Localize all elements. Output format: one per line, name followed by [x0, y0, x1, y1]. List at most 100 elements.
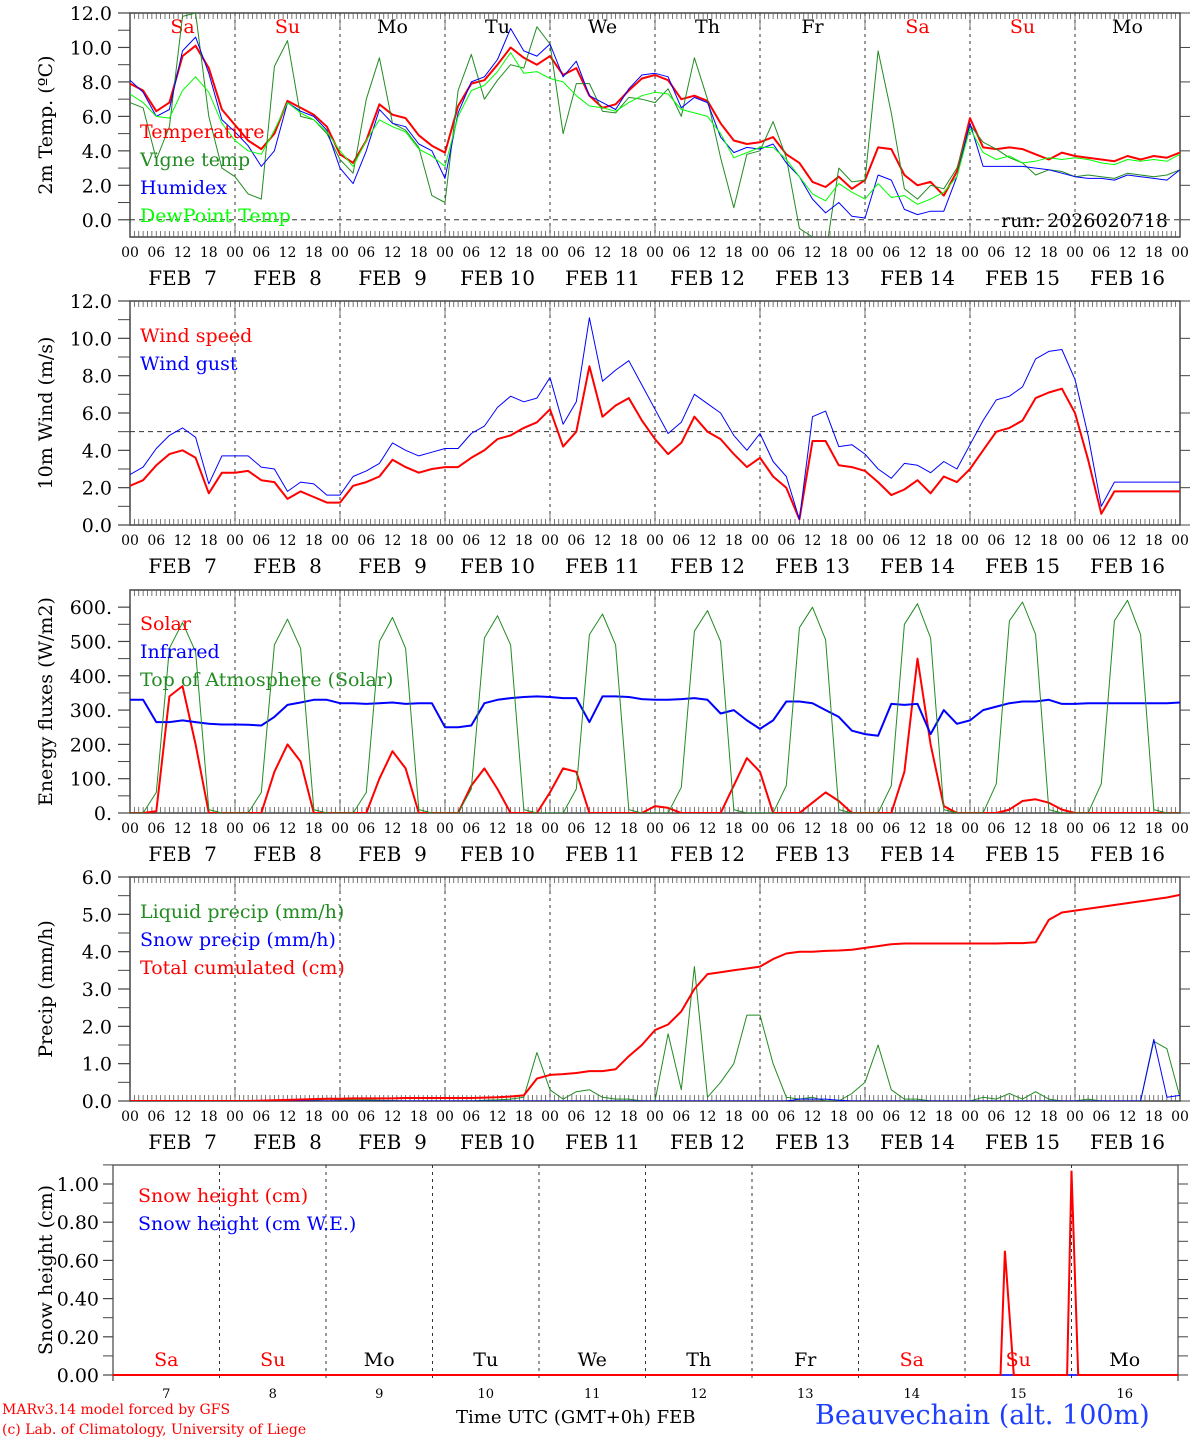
y-tick-label: 2.0 [82, 1016, 112, 1038]
y-tick-label: 3.0 [82, 979, 112, 1001]
day-of-week-label: We [578, 1349, 607, 1371]
x-hour-label: 00 [1171, 245, 1189, 261]
y-tick-label: 4.0 [82, 141, 112, 163]
y-tick-label: 0.60 [57, 1250, 99, 1272]
day-of-week-label: Fr [801, 16, 824, 38]
x-hour-label: 12 [594, 245, 612, 261]
x-hour-label: 18 [305, 821, 323, 837]
x-date-label: FEB 11 [565, 1130, 640, 1154]
x-date-label: FEB 15 [985, 1130, 1060, 1154]
day-of-week-label: Sa [154, 1349, 178, 1371]
x-hour-label: 12 [1119, 533, 1137, 549]
x-hour-label: 18 [725, 821, 743, 837]
x-hour-label: 06 [1092, 821, 1110, 837]
x-hour-label: 12 [279, 245, 297, 261]
x-hour-label: 06 [882, 821, 900, 837]
y-tick-label: 300. [70, 700, 112, 722]
x-date-label: FEB 7 [148, 842, 217, 866]
x-hour-label: 06 [1092, 245, 1110, 261]
x-hour-label: 18 [1040, 533, 1058, 549]
y-axis-label: 2m Temp. (ºC) [35, 55, 57, 194]
day-number-label: 14 [903, 1387, 920, 1402]
day-of-week-label: Sa [900, 1349, 924, 1371]
x-hour-label: 12 [594, 533, 612, 549]
x-hour-label: 18 [620, 245, 638, 261]
x-hour-label: 12 [174, 533, 192, 549]
x-hour-label: 18 [935, 533, 953, 549]
x-hour-label: 06 [357, 533, 375, 549]
x-date-label: FEB 11 [565, 554, 640, 578]
x-date-label: FEB 8 [253, 266, 322, 290]
y-tick-label: 12.0 [70, 3, 112, 25]
y-axis-label: 10m Wind (m/s) [35, 337, 57, 490]
x-hour-label: 12 [804, 533, 822, 549]
x-hour-label: 18 [305, 1109, 323, 1125]
legend-entry: Solar [140, 613, 192, 635]
x-hour-label: 18 [620, 533, 638, 549]
y-tick-label: 400. [70, 666, 112, 688]
x-axis-title: Time UTC (GMT+0h) FEB [456, 1407, 696, 1428]
day-number-label: 11 [584, 1387, 601, 1402]
legend-entry: Humidex [140, 177, 227, 199]
day-of-week-label: Mo [377, 16, 408, 38]
x-hour-label: 00 [961, 1109, 979, 1125]
x-hour-label: 00 [226, 821, 244, 837]
y-axis-label: Snow height (cm) [35, 1185, 57, 1355]
y-tick-label: 500. [70, 631, 112, 653]
legend-entry: Temperature [140, 121, 264, 143]
x-hour-label: 06 [252, 533, 270, 549]
day-number-label: 10 [477, 1387, 494, 1402]
x-hour-label: 06 [462, 245, 480, 261]
x-hour-label: 18 [1145, 533, 1163, 549]
x-hour-label: 12 [594, 821, 612, 837]
x-hour-label: 06 [672, 245, 690, 261]
x-hour-label: 18 [830, 821, 848, 837]
x-hour-label: 00 [1171, 821, 1189, 837]
x-hour-label: 06 [672, 1109, 690, 1125]
x-hour-label: 00 [121, 533, 139, 549]
x-hour-label: 06 [672, 533, 690, 549]
y-tick-label: 6.0 [82, 106, 112, 128]
series-line-humidex [130, 28, 1180, 219]
x-hour-label: 00 [646, 821, 664, 837]
x-hour-label: 06 [567, 1109, 585, 1125]
x-hour-label: 18 [725, 245, 743, 261]
x-hour-label: 12 [909, 533, 927, 549]
legend-entry: Snow height (cm W.E.) [138, 1213, 356, 1235]
run-annotation: run: 2026020718 [1001, 210, 1168, 232]
day-number-label: 7 [162, 1387, 170, 1402]
x-hour-label: 12 [384, 533, 402, 549]
y-tick-label: 600. [70, 597, 112, 619]
x-hour-label: 06 [987, 1109, 1005, 1125]
x-hour-label: 18 [200, 533, 218, 549]
x-hour-label: 12 [489, 245, 507, 261]
day-number-label: 16 [1116, 1387, 1133, 1402]
x-hour-label: 18 [620, 821, 638, 837]
x-hour-label: 00 [646, 245, 664, 261]
day-of-week-label: Th [686, 1349, 711, 1371]
x-hour-label: 12 [804, 245, 822, 261]
x-hour-label: 00 [751, 245, 769, 261]
x-hour-label: 12 [699, 533, 717, 549]
x-hour-label: 18 [620, 1109, 638, 1125]
x-date-label: FEB 15 [985, 842, 1060, 866]
x-hour-label: 00 [121, 821, 139, 837]
day-of-week-label: Sa [170, 16, 194, 38]
x-date-label: FEB 13 [775, 554, 850, 578]
x-hour-label: 18 [515, 1109, 533, 1125]
x-hour-label: 06 [462, 1109, 480, 1125]
y-tick-label: 0.0 [82, 210, 112, 232]
legend-entry: Total cumulated (cm) [140, 957, 345, 979]
x-hour-label: 06 [882, 1109, 900, 1125]
x-hour-label: 18 [830, 533, 848, 549]
x-hour-label: 00 [541, 245, 559, 261]
x-hour-label: 00 [751, 1109, 769, 1125]
x-date-label: FEB 11 [565, 842, 640, 866]
x-hour-label: 12 [804, 821, 822, 837]
x-hour-label: 00 [1171, 1109, 1189, 1125]
credit-text: (c) Lab. of Climatology, University of L… [2, 1422, 307, 1438]
x-hour-label: 00 [961, 821, 979, 837]
x-hour-label: 12 [279, 533, 297, 549]
x-hour-label: 18 [830, 245, 848, 261]
